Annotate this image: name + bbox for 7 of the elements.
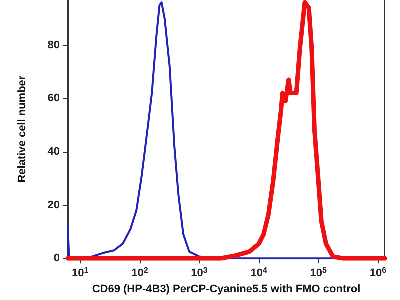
y-axis-title: Relative cell number <box>16 75 28 183</box>
y-tick-label: 60 <box>48 92 60 105</box>
y-tick-label: 40 <box>48 146 60 158</box>
y-tick-label: 20 <box>48 199 60 212</box>
y-tick-label: 0 <box>54 252 60 265</box>
y-tick-label: 80 <box>48 39 60 52</box>
x-axis-title: CD69 (HP-4B3) PerCP-Cyanine5.5 with FMO control <box>92 284 361 296</box>
